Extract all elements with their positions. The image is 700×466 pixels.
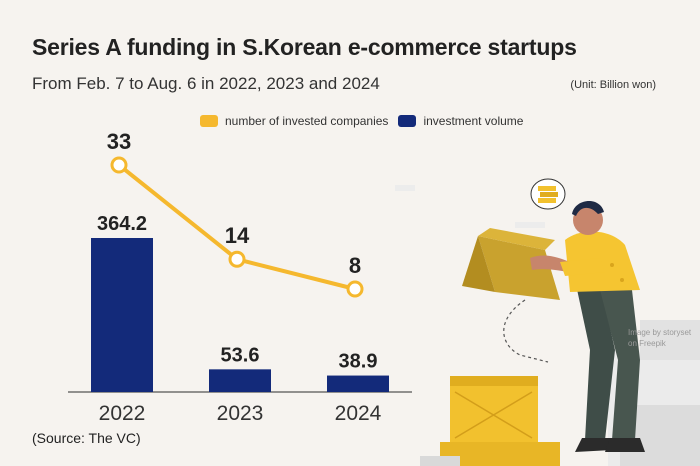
shirt-dot bbox=[610, 263, 614, 267]
legend-item-volume: investment volume bbox=[398, 114, 523, 128]
illustration-bg-block bbox=[640, 320, 700, 360]
illustration-dashed-path bbox=[503, 299, 549, 363]
person-head-icon bbox=[573, 205, 603, 235]
line-point-2023 bbox=[228, 250, 246, 268]
source-note: (Source: The VC) bbox=[32, 430, 141, 446]
chart-title: Series A funding in S.Korean e-commerce … bbox=[32, 34, 577, 60]
person-arm-icon bbox=[530, 255, 570, 272]
shirt-dot bbox=[620, 278, 624, 282]
legend-label-volume: investment volume bbox=[423, 114, 524, 128]
person-sleeve-icon bbox=[560, 258, 605, 276]
x-tick-label-2024: 2024 bbox=[335, 402, 382, 425]
coin-stack-icon bbox=[538, 198, 556, 203]
illustration-bg-block bbox=[420, 456, 460, 466]
legend: number of invested companies investment … bbox=[200, 114, 533, 128]
illustration-bg-dash bbox=[395, 185, 415, 191]
bar-value-label-2024: 38.9 bbox=[339, 351, 378, 373]
shoe-icon bbox=[575, 438, 612, 452]
x-tick-label-2022: 2022 bbox=[99, 402, 146, 425]
carried-box-top bbox=[478, 228, 555, 250]
person-leg-icon bbox=[575, 280, 615, 440]
chart-subtitle: From Feb. 7 to Aug. 6 in 2022, 2023 and … bbox=[32, 74, 380, 93]
x-tick-label-2023: 2023 bbox=[217, 402, 264, 425]
line-point-2024 bbox=[346, 280, 364, 298]
person-shirt-icon bbox=[565, 231, 640, 292]
unit-label: (Unit: Billion won) bbox=[570, 79, 656, 91]
coin-stack-icon bbox=[538, 186, 556, 191]
legend-label-companies: number of invested companies bbox=[225, 114, 389, 128]
carried-box-icon bbox=[478, 236, 560, 300]
bar-value-label-2023: 53.6 bbox=[221, 344, 260, 366]
line-value-label-2024: 8 bbox=[349, 253, 361, 278]
bar-2023 bbox=[209, 369, 271, 392]
legend-item-companies: number of invested companies bbox=[200, 114, 388, 128]
coin-stack-icon bbox=[540, 192, 558, 197]
image-credit: Image by storyset on Freepik bbox=[628, 328, 692, 348]
legend-swatch-volume bbox=[398, 115, 417, 127]
box-icon bbox=[450, 376, 538, 442]
bar-2024 bbox=[327, 375, 389, 392]
bar-2022 bbox=[91, 238, 153, 392]
person-hair-icon bbox=[572, 200, 604, 216]
line-point-2022 bbox=[110, 156, 128, 174]
box-icon-cross bbox=[454, 391, 533, 439]
legend-swatch-companies bbox=[200, 115, 218, 127]
line-value-label-2022: 33 bbox=[107, 129, 131, 154]
carried-box-side bbox=[462, 236, 495, 292]
line-value-label-2023: 14 bbox=[225, 223, 250, 248]
illustration-bg-dash bbox=[515, 222, 545, 228]
bar-value-label-2022: 364.2 bbox=[97, 213, 147, 235]
box-icon-top bbox=[450, 376, 538, 386]
shoe-icon bbox=[605, 438, 645, 452]
person-leg-icon bbox=[598, 282, 640, 440]
